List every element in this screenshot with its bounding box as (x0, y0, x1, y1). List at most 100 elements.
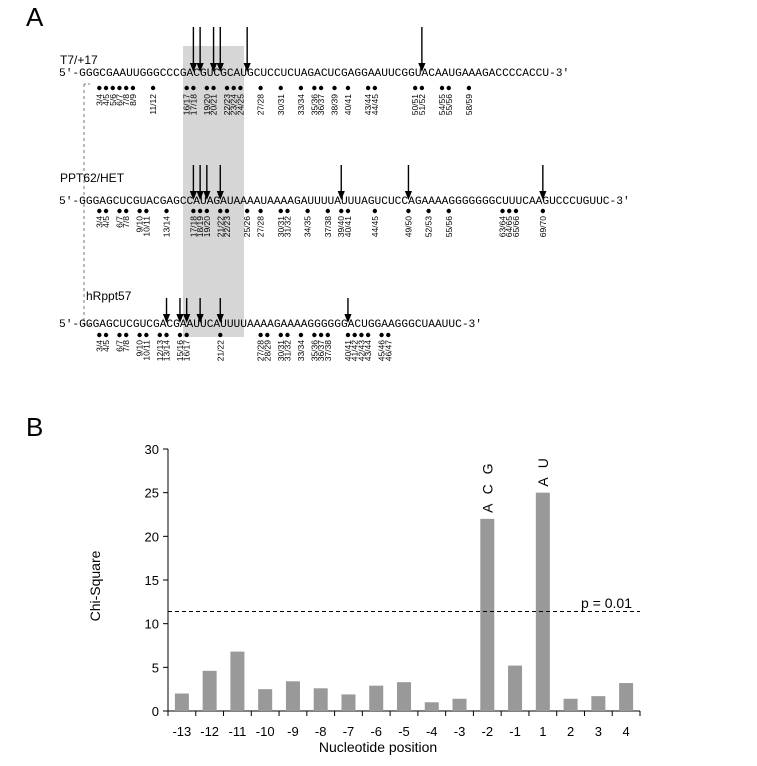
cleavage-arrow (404, 165, 413, 200)
position-label: 3/4 (94, 94, 104, 106)
y-tick-label: 20 (145, 529, 159, 544)
x-tick-label: -11 (228, 724, 246, 739)
bar (369, 685, 384, 711)
ligation-dot (197, 208, 203, 214)
cleavage-arrow (162, 298, 171, 323)
position-label: 22/23 (222, 216, 232, 238)
position-label: 44/45 (370, 94, 380, 116)
bar (563, 698, 578, 711)
ligation-dot (298, 332, 304, 338)
x-tick-label: -13 (172, 724, 191, 739)
ligation-dot (298, 85, 304, 91)
x-tick-label: -7 (343, 724, 355, 739)
ligation-dot (352, 332, 357, 338)
y-tick-label: 0 (152, 704, 159, 719)
position-label: 20/21 (209, 94, 219, 116)
position-label: 6/7 (114, 340, 124, 352)
ligation-dot (359, 332, 364, 338)
y-axis-title: Chi-Square (87, 550, 103, 621)
ligation-dot (184, 85, 189, 91)
ligation-dot (258, 208, 263, 214)
position-label: 37/38 (323, 216, 333, 238)
ligation-dot (117, 332, 122, 338)
ligation-dot (218, 332, 223, 338)
position-label: 5/6 (108, 94, 118, 106)
position-label: 33/34 (296, 340, 306, 362)
position-label: 55/56 (444, 94, 454, 116)
position-label: 30/31 (276, 216, 286, 238)
ligation-dot (103, 208, 109, 214)
ligation-dot (184, 332, 189, 338)
ligation-dot (540, 208, 546, 214)
position-label: 15/16 (175, 340, 185, 362)
x-tick-label: -1 (509, 724, 521, 739)
position-label: 18/19 (195, 216, 205, 238)
position-label: 27/28 (256, 340, 266, 362)
position-label: 30/31 (276, 340, 286, 362)
position-label: 33/34 (296, 94, 306, 116)
cleavage-arrow (344, 298, 352, 323)
position-label: 27/28 (256, 94, 266, 116)
cleavage-arrow (243, 27, 251, 72)
position-label: 54/55 (437, 94, 447, 116)
ligation-dot (97, 208, 102, 214)
ligation-dot (439, 85, 445, 91)
panel-b-letter: B (26, 412, 44, 442)
cleavage-arrow (196, 165, 204, 200)
position-label: 50/51 (410, 94, 420, 116)
position-label: 4/5 (101, 216, 111, 228)
ligation-dot (365, 85, 371, 91)
bar (313, 688, 328, 711)
position-label: 3/4 (94, 340, 104, 352)
ligation-dot (97, 85, 102, 91)
x-tick-label: -3 (454, 724, 466, 739)
bar (452, 698, 467, 711)
ligation-dot (325, 208, 330, 214)
position-label: 44/45 (370, 216, 380, 238)
cleavage-arrow (189, 27, 197, 72)
position-label: 40/41 (343, 216, 353, 238)
position-label: 51/52 (417, 94, 427, 116)
ligation-dot (466, 85, 472, 91)
x-tick-label: -8 (315, 724, 327, 739)
cleavage-arrow (183, 298, 191, 323)
ligation-dot (332, 85, 337, 91)
ligation-dot (164, 332, 169, 338)
position-label: 38/39 (330, 94, 340, 116)
cleavage-arrow (203, 165, 211, 200)
ligation-dot (218, 208, 223, 214)
position-label: 40/41 (343, 340, 353, 362)
position-label: 4/5 (101, 340, 111, 352)
ligation-dot (150, 85, 156, 91)
position-label: 17/18 (188, 94, 198, 116)
position-label: 19/20 (202, 216, 212, 238)
ligation-dot (406, 208, 411, 214)
ligation-dot (164, 208, 169, 214)
ligation-dot (204, 208, 210, 214)
ligation-dot (325, 332, 330, 338)
ligation-dot (278, 332, 283, 338)
sequence-hrppt57: 5'-GGGAGCUCGUCGACGAAUUCAUUUUAAAAGAAAAGGG… (59, 319, 482, 331)
bar (230, 651, 245, 711)
ligation-dot (177, 332, 183, 338)
ligation-dot (386, 332, 391, 338)
position-label: 35/36 (309, 340, 319, 362)
bar (258, 689, 273, 711)
x-tick-label: -6 (370, 724, 382, 739)
seq-name-t7: T7/+17 (60, 53, 98, 67)
ligation-dot (278, 85, 283, 91)
x-tick-label: 2 (567, 724, 574, 739)
cleavage-arrow (196, 298, 204, 323)
ligation-dot (117, 85, 122, 91)
position-label: 36/37 (316, 340, 326, 362)
position-label: 31/32 (282, 340, 292, 362)
position-label: 39/40 (336, 216, 346, 238)
ligation-dot (103, 332, 109, 338)
ligation-dot (285, 208, 290, 214)
ligation-dot (238, 85, 243, 91)
position-label: 27/28 (256, 216, 266, 238)
ligation-dot (137, 332, 142, 338)
ligation-dot (157, 332, 162, 338)
y-tick-label: 15 (145, 573, 159, 588)
